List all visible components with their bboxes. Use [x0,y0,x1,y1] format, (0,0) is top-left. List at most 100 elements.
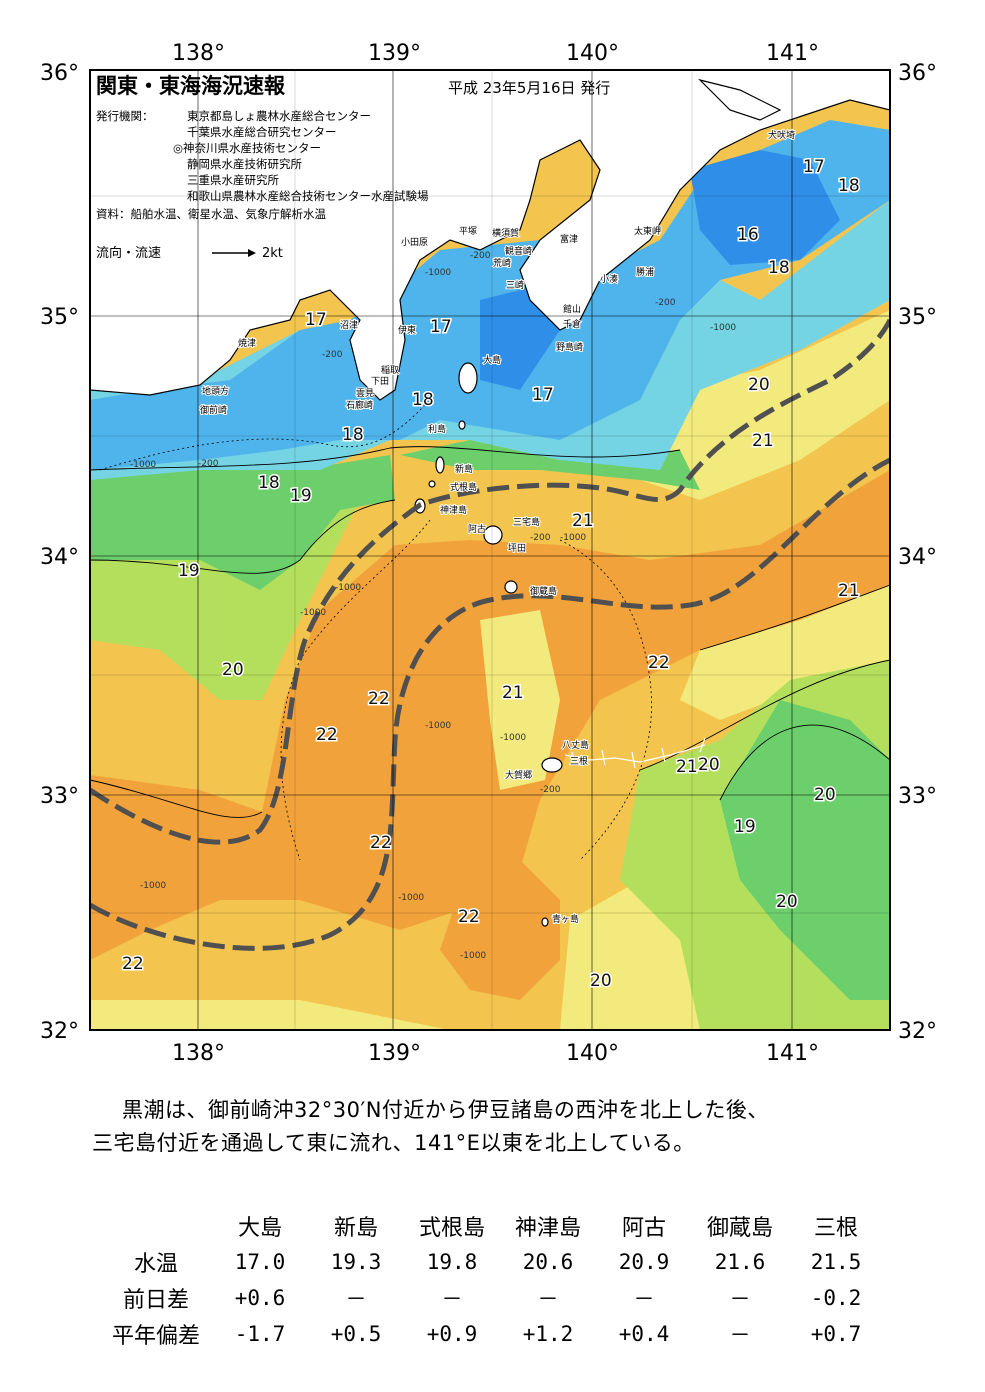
place-name: 下田 [371,376,389,387]
depth-contour-1000-east [559,539,652,861]
sst-label: 21 [838,581,860,601]
lon-label-top: 141° [766,41,819,66]
table-cell: 19.3 [330,1250,382,1274]
lat-label-left: 36° [40,61,79,86]
sst-label: 17 [532,385,554,405]
island-niijima [435,456,445,474]
column-header: 神津島 [514,1216,581,1241]
isotherm-19-east [719,724,890,801]
zone-21-center [480,610,560,790]
column-header: 新島 [333,1216,378,1241]
sst-label: 19 [290,486,312,506]
depth-label: -1000 [460,951,486,961]
depth-label: -1000 [425,721,451,731]
table-row: 前日差 +0.6 － － － － － -0.2 [100,1280,884,1316]
vector [661,747,666,763]
place-name: 大賀郷 [505,769,532,781]
vector [614,757,641,763]
graticule [90,70,890,1030]
zone-16 [690,150,840,265]
zone-21-north [640,310,890,500]
sst-label: 19 [178,561,200,581]
place-name: 観音崎 [505,245,532,257]
island-hachijo [541,757,563,773]
sst-label: 22 [648,653,670,673]
sst-labels: 17 18 16 18 17 17 20 21 18 18 17 18 19 1… [121,156,862,993]
place-name: 新島 [455,463,473,475]
table-cell: － [441,1287,463,1311]
column-header: 御蔵島 [706,1216,773,1241]
lat-label-right: 35° [898,305,937,330]
table-cell: 20.9 [618,1250,670,1274]
lon-label-bottom: 140° [566,1041,619,1066]
vector [589,757,616,761]
zone-19 [720,700,890,1000]
cape-inubo [698,78,782,121]
place-name: 太東岬 [634,225,661,237]
depth-label: -1000 [300,608,326,618]
graticule-minor [90,70,890,1030]
summary-text: 黒潮は、御前崎沖32°30′N付近から伊豆諸島の西沖を北上した後、 三宅島付近を… [92,1094,932,1160]
table-cell: － [537,1287,559,1311]
map-header: 関東・東海海況速報 平成 23年5月16日 発行 発行機関： 東京都島しょ農林水… [96,74,610,261]
coordinate-labels: 138° 139° 140° 141° 138° 139° 140° 141° … [40,41,937,1066]
isotherms [90,446,890,818]
column-header: 三根 [813,1216,858,1241]
sst-label: 20 [776,892,798,912]
sst-label: 21 [676,757,698,777]
legend-speed: 2kt [262,246,283,261]
place-name: 千倉 [563,318,581,330]
island-oshima [458,362,478,394]
place-name: 稲取 [381,364,399,376]
place-name: 野島崎 [556,341,583,353]
place-name: 平塚 [459,226,477,237]
depth-label: -1000 [335,583,361,593]
issuer: 三重県水産研究所 [187,173,279,187]
sst-label: 18 [838,176,860,196]
issuers-label: 発行機関： [96,109,154,123]
observation-table: 大島 新島 式根島 神津島 阿古 御蔵島 三根 水温 17.0 19.3 19.… [100,1208,884,1352]
place-name: 三崎 [506,279,524,291]
place-name: 小田原 [401,237,428,248]
table-row: 水温 17.0 19.3 19.8 20.6 20.9 21.6 21.5 [100,1244,884,1280]
lon-label-bottom: 141° [766,1041,819,1066]
sst-label: 17 [803,157,825,177]
map-frame [89,69,891,1031]
table-cell: -1.7 [234,1322,286,1346]
sst-label: 20 [698,755,720,775]
depth-contour-1000-west [99,399,431,471]
place-name: 御蔵島 [530,585,557,597]
zone-16-bay [480,285,560,390]
lat-label-right: 34° [898,545,937,570]
table-cell: － [729,1323,751,1347]
island-mikura [504,580,518,594]
summary-line-1: 黒潮は、御前崎沖32°30′N付近から伊豆諸島の西沖を北上した後、 [122,1098,769,1122]
issuer: 和歌山県農林水産総合技術センター水産試験場 [187,189,429,203]
table-cell: +0.7 [810,1322,862,1346]
table-cell: 19.8 [426,1250,478,1274]
data-sources: 資料：船舶水温、衛星水温、気象庁解析水温 [96,207,326,221]
sst-label: 18 [342,425,364,445]
sea-temperature-map: 138° 139° 140° 141° 138° 139° 140° 141° … [40,41,937,1066]
table-cell: － [345,1287,367,1311]
depth-label: -200 [655,298,676,308]
vector [699,737,706,753]
place-name: 神津島 [440,504,467,516]
issue-date: 平成 23年5月16日 発行 [448,79,610,97]
vector [669,744,706,756]
kuroshio-axis [90,318,890,951]
sst-label: 20 [222,660,244,680]
lat-label-left: 34° [40,545,79,570]
depth-label: -1000 [398,893,424,903]
map-svg: 138° 139° 140° 141° 138° 139° 140° 141° … [40,41,937,1066]
zone-19-north [400,440,700,490]
depth-label: -1000 [500,733,526,743]
table-cell: － [633,1287,655,1311]
table-cell: +0.4 [618,1322,670,1346]
lat-label-right: 32° [898,1019,937,1044]
table-cell: 21.5 [810,1250,862,1274]
place-name: 焼津 [238,338,256,349]
isotherm-20-east [639,659,890,771]
sst-label: 22 [368,689,390,709]
depth-label: -1000 [560,533,586,543]
